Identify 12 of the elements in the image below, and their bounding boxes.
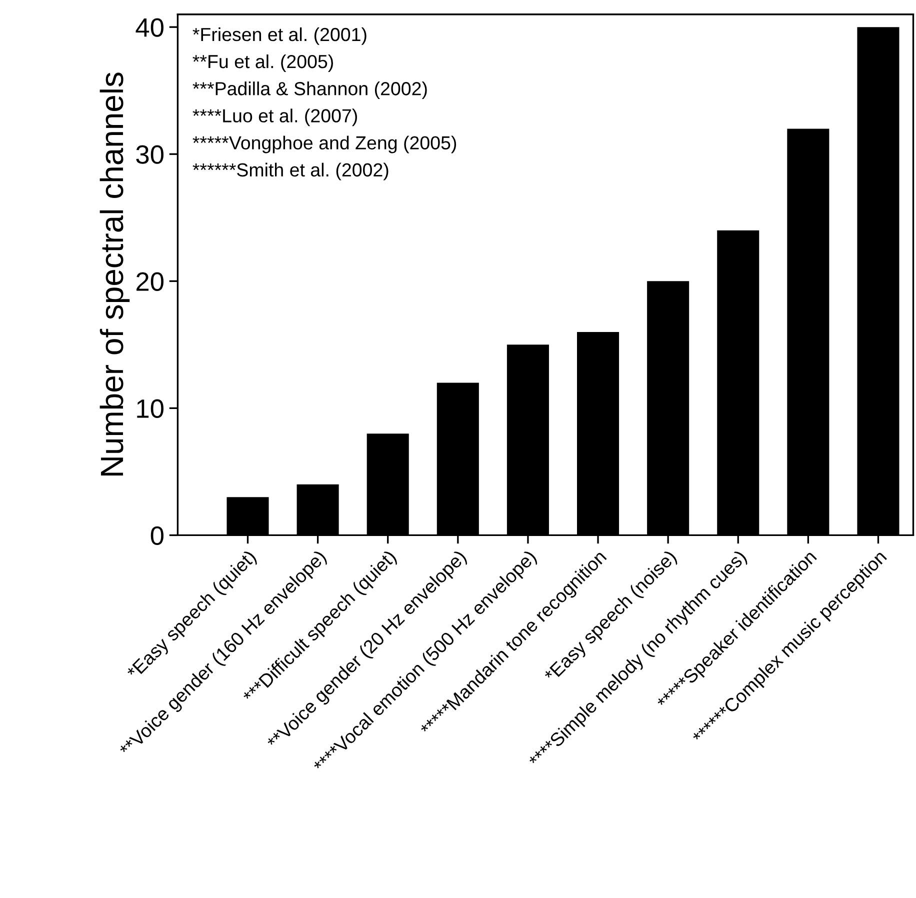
y-tick-label: 10: [137, 399, 164, 418]
y-tick-label: 20: [136, 272, 164, 291]
annotation: ***Padilla & Shannon (2002): [192, 82, 427, 100]
y-tick-label: 0: [150, 526, 164, 546]
annotation: **Fu et al. (2005): [192, 54, 333, 72]
annotation: ******Smith et al. (2002): [192, 162, 388, 180]
annotation: *Friesen et al. (2001): [192, 27, 366, 45]
annotation: *****Vongphoe and Zeng (2005): [192, 136, 456, 154]
annotation: ****Luo et al. (2007): [192, 108, 357, 126]
y-axis-title: Number of spectral channels: [100, 72, 130, 476]
y-tick-label: 40: [136, 18, 164, 37]
y-tick-label: 30: [136, 145, 164, 164]
